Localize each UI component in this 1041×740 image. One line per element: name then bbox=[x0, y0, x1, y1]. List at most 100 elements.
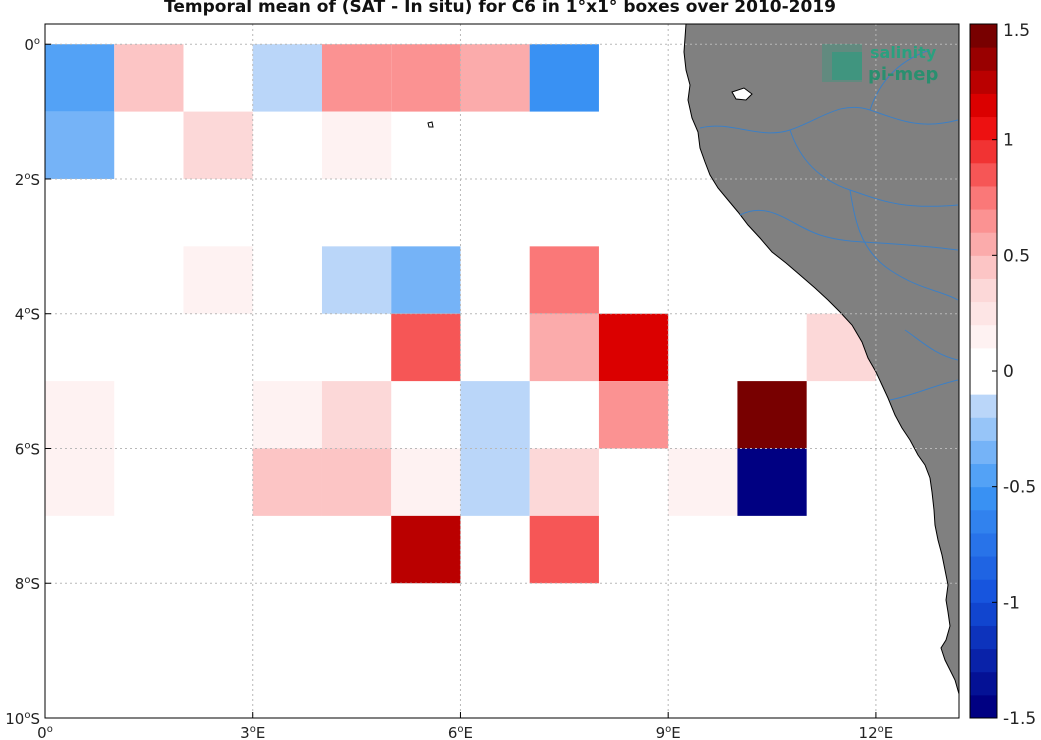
colorbar-segment bbox=[970, 162, 997, 187]
colorbar-tick-label: -1 bbox=[1003, 593, 1020, 613]
y-tick-label: 8oS bbox=[15, 575, 40, 593]
colorbar-segment bbox=[970, 301, 997, 326]
heatmap-cell bbox=[391, 44, 461, 112]
heatmap-cell bbox=[460, 381, 530, 449]
island bbox=[731, 87, 753, 101]
colorbar-tick-label: 1.5 bbox=[1003, 21, 1030, 41]
colorbar-segment bbox=[970, 556, 997, 580]
colorbar-segment bbox=[970, 255, 997, 279]
colorbar-segment bbox=[970, 47, 997, 71]
heatmap-cell bbox=[529, 44, 599, 112]
heatmap-cell bbox=[45, 448, 115, 516]
land-mass bbox=[427, 23, 960, 695]
heatmap-cell bbox=[321, 44, 392, 112]
heatmap-cell bbox=[252, 381, 322, 449]
colorbar-segment bbox=[970, 579, 997, 603]
salinity-pimep-logo: salinity pi-mep bbox=[822, 43, 938, 85]
colorbar-segment bbox=[970, 116, 997, 141]
heatmap-cell bbox=[598, 381, 669, 449]
colorbar-segment bbox=[970, 532, 997, 557]
x-tick-label: 3oE bbox=[240, 724, 265, 740]
data-cells bbox=[45, 44, 876, 584]
colorbar-segment bbox=[970, 625, 997, 650]
map-title: Temporal mean of (SAT - In situ) for C6 … bbox=[164, 0, 836, 17]
heatmap-cell bbox=[529, 313, 599, 382]
colorbar-segment bbox=[970, 694, 997, 719]
y-tick-label: 4oS bbox=[15, 306, 40, 324]
colorbar-tick-label: 0 bbox=[1003, 362, 1014, 382]
heatmap-cell bbox=[529, 448, 599, 516]
colorbar-segment bbox=[970, 486, 997, 511]
heatmap-cell bbox=[668, 448, 738, 516]
colorbar-segment bbox=[970, 185, 997, 210]
rivers bbox=[699, 49, 959, 401]
heatmap-cell bbox=[321, 246, 392, 314]
colorbar-segment bbox=[970, 371, 997, 395]
heatmap-cell bbox=[321, 111, 392, 179]
colorbar-ticks: 1.5 1 0.5 0 -0.5 -1 -1.5 bbox=[992, 21, 1036, 729]
y-tick-label: 2oS bbox=[15, 171, 40, 189]
heatmap-cell bbox=[252, 448, 322, 516]
heatmap-cell bbox=[529, 246, 599, 314]
colorbar-tick-label: -1.5 bbox=[1003, 709, 1036, 729]
river bbox=[849, 189, 959, 301]
colorbar-tick-label: 0.5 bbox=[1003, 246, 1030, 266]
colorbar-segment bbox=[970, 602, 997, 626]
heatmap-cell bbox=[183, 111, 253, 179]
heatmap-cell bbox=[321, 381, 392, 449]
y-tick-label: 0o bbox=[24, 36, 40, 54]
colorbar-segment bbox=[970, 347, 997, 372]
heatmap-cell bbox=[45, 111, 115, 179]
heatmap-cell bbox=[737, 448, 807, 516]
x-tick-label: 12oE bbox=[859, 724, 894, 740]
island bbox=[427, 121, 434, 128]
river bbox=[739, 209, 959, 251]
heatmap-cell bbox=[391, 313, 461, 382]
heatmap-cell bbox=[45, 381, 115, 449]
logo-icon bbox=[832, 52, 862, 80]
x-axis: 0o 3oE 6oE 9oE 12oE bbox=[37, 712, 893, 740]
heatmap-cell bbox=[114, 44, 184, 112]
colorbar-segment bbox=[970, 278, 997, 303]
river bbox=[699, 106, 959, 134]
colorbar-tick-label: -0.5 bbox=[1003, 478, 1036, 498]
map-frame bbox=[44, 23, 960, 719]
colorbar-segment bbox=[970, 93, 997, 118]
river bbox=[889, 379, 959, 401]
colorbar-segment bbox=[970, 70, 997, 94]
heatmap-cell bbox=[45, 44, 115, 112]
heatmap-cell bbox=[321, 448, 392, 516]
colorbar-segment bbox=[970, 209, 997, 233]
colorbar-segment bbox=[970, 671, 997, 696]
colorbar-segment bbox=[970, 394, 997, 418]
heatmap-cell bbox=[391, 448, 461, 516]
colorbar-segment bbox=[970, 324, 997, 349]
logo-line2: pi-mep bbox=[868, 64, 938, 85]
heatmap-cell bbox=[391, 515, 461, 584]
colorbar-segment bbox=[970, 24, 997, 48]
colorbar-segment bbox=[970, 139, 997, 164]
y-tick-label: 10oS bbox=[5, 710, 40, 728]
colorbar-segment bbox=[970, 440, 997, 465]
colorbar-segment bbox=[970, 232, 997, 256]
heatmap-cell bbox=[529, 515, 599, 584]
heatmap-cell bbox=[460, 44, 530, 112]
x-tick-label: 6oE bbox=[448, 724, 473, 740]
logo-line1: salinity bbox=[870, 43, 937, 62]
heatmap-cell bbox=[737, 381, 807, 449]
heatmap-cell bbox=[252, 44, 322, 112]
heatmap-cell bbox=[183, 44, 253, 112]
colorbar-segment bbox=[970, 509, 997, 534]
heatmap-cell bbox=[183, 246, 253, 314]
colorbar bbox=[970, 24, 997, 719]
heatmap-cell bbox=[391, 246, 461, 314]
africa-coast bbox=[683, 23, 960, 695]
colorbar-segment bbox=[970, 417, 997, 441]
heatmap-cell bbox=[460, 448, 530, 516]
river bbox=[904, 329, 959, 361]
heatmap-cell bbox=[598, 313, 669, 382]
colorbar-segment bbox=[970, 648, 997, 673]
y-tick-label: 6oS bbox=[15, 440, 40, 458]
colorbar-segment bbox=[970, 463, 997, 488]
